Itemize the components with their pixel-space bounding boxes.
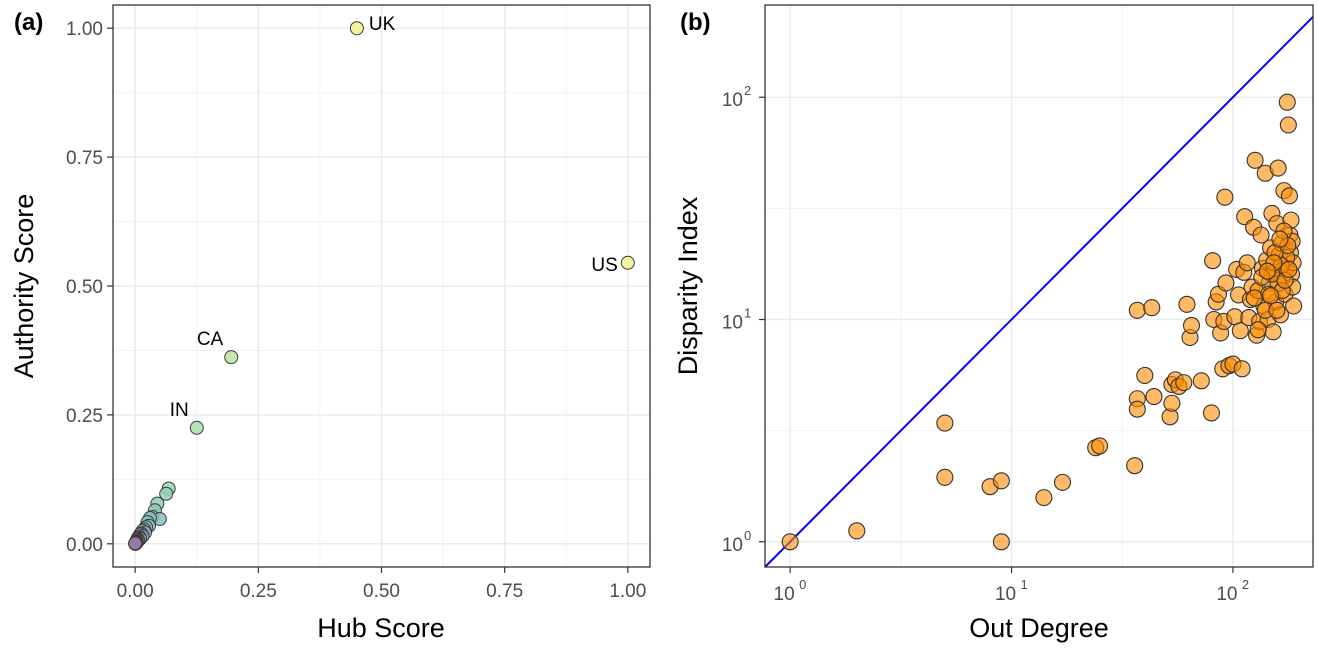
panel-a-points — [128, 21, 635, 551]
scatter-point — [1035, 489, 1053, 507]
y-tick-label: 10 — [722, 90, 743, 111]
panel-b-ylabel: Disparity Index — [673, 196, 703, 375]
scatter-point — [1279, 116, 1297, 134]
scatter-point — [1216, 188, 1234, 206]
scatter-point — [349, 21, 364, 36]
scatter-point — [1182, 316, 1201, 335]
scatter-point — [1280, 260, 1298, 278]
scatter-point — [1252, 226, 1270, 244]
scatter-point — [992, 472, 1010, 490]
scatter-point — [1202, 404, 1221, 422]
panel-b-border — [764, 4, 1314, 568]
scatter-point — [1175, 374, 1193, 392]
panel-b-reference-line — [764, 16, 1314, 568]
x-tick-label: 10 — [774, 584, 795, 605]
scatter-point — [159, 486, 174, 501]
panel-a-ylabel: Authority Score — [9, 194, 39, 379]
scatter-point — [992, 533, 1010, 551]
scatter-point — [936, 414, 954, 432]
scatter-point — [1246, 151, 1264, 169]
panel-a-ticks: 0.00 0.25 0.50 0.75 1.00 0.00 0.25 0.50 0.75 1.00 — [66, 19, 646, 602]
panel-b: 10 0 10 1 10 210 010 110 2 Out Degree Disparity … — [673, 4, 1314, 643]
scatter-point — [1231, 322, 1249, 340]
x-tick-exponent: 1 — [1021, 577, 1028, 592]
scatter-point — [848, 522, 866, 540]
scatter-point — [1278, 93, 1296, 111]
scatter-point — [224, 350, 239, 365]
y-tick-label: 0.50 — [66, 277, 103, 298]
scatter-point — [1280, 187, 1298, 205]
y-tick-label: 0.00 — [66, 535, 103, 556]
y-tick-label: 0.25 — [66, 406, 103, 427]
x-tick-label: 0.25 — [240, 581, 277, 602]
x-tick-label: 1.00 — [609, 581, 646, 602]
scatter-point — [1143, 299, 1161, 317]
scatter-point — [1128, 301, 1146, 319]
scatter-point — [1163, 394, 1181, 412]
scatter-point — [1268, 301, 1286, 319]
scatter-point — [1053, 473, 1072, 491]
y-tick-exponent: 1 — [744, 306, 751, 321]
scatter-point — [936, 468, 954, 486]
point-label-in: IN — [170, 400, 189, 421]
scatter-point — [1192, 372, 1210, 390]
x-tick-label: 0.75 — [486, 581, 523, 602]
scatter-point — [1271, 230, 1289, 248]
y-tick-label: 1.00 — [66, 19, 103, 40]
panel-a-tag: (a) — [14, 9, 43, 36]
scatter-point — [1178, 295, 1196, 313]
scatter-point — [1128, 400, 1146, 418]
panel-b-grid — [765, 5, 1313, 567]
point-label-uk: UK — [369, 14, 396, 35]
panel-a-grid — [113, 5, 650, 567]
scatter-point — [1204, 252, 1222, 270]
y-tick-label: 10 — [722, 313, 743, 334]
scatter-point — [1233, 360, 1251, 378]
scatter-point — [1249, 321, 1267, 339]
scatter-point — [1264, 323, 1282, 341]
x-tick-label: 10 — [995, 584, 1016, 605]
x-tick-label: 0.50 — [363, 581, 400, 602]
scatter-point — [1262, 287, 1280, 305]
scatter-point — [781, 533, 799, 551]
scatter-point — [189, 420, 204, 435]
point-label-us: US — [591, 255, 617, 276]
y-tick-label: 10 — [722, 535, 743, 556]
x-tick-exponent: 0 — [799, 577, 806, 592]
scatter-point — [1091, 437, 1109, 455]
panel-b-points — [781, 93, 1303, 551]
point-label-ca: CA — [197, 329, 224, 350]
panel-b-xlabel: Out Degree — [969, 613, 1109, 643]
y-tick-label: 0.75 — [66, 148, 103, 169]
scatter-point — [1245, 289, 1263, 307]
x-tick-exponent: 2 — [1242, 577, 1249, 592]
panel-a-point-labels: UK US CA IN — [170, 14, 618, 421]
scatter-point — [1145, 388, 1163, 406]
scatter-point — [1136, 366, 1154, 385]
panel-b-ticks: 10 0 10 1 10 210 010 110 2 — [722, 83, 1249, 605]
scatter-point — [128, 536, 143, 551]
scatter-point — [1269, 159, 1287, 177]
y-tick-exponent: 2 — [744, 83, 751, 98]
scatter-point — [1285, 297, 1303, 315]
y-tick-exponent: 0 — [744, 528, 751, 543]
x-tick-label: 10 — [1216, 584, 1237, 605]
x-tick-label: 0.00 — [117, 581, 154, 602]
scatter-point — [620, 255, 635, 270]
panel-a: UK US CA IN 0.00 0.25 0.50 0.75 1.00 0.00 0.25 0.5… — [9, 4, 651, 643]
panel-a-xlabel: Hub Score — [317, 613, 445, 643]
scatter-point — [1126, 457, 1144, 475]
scatter-point — [1238, 254, 1256, 272]
panel-b-tag: (b) — [680, 9, 711, 36]
scatter-point — [1217, 274, 1235, 292]
scatter-point — [1258, 262, 1276, 280]
